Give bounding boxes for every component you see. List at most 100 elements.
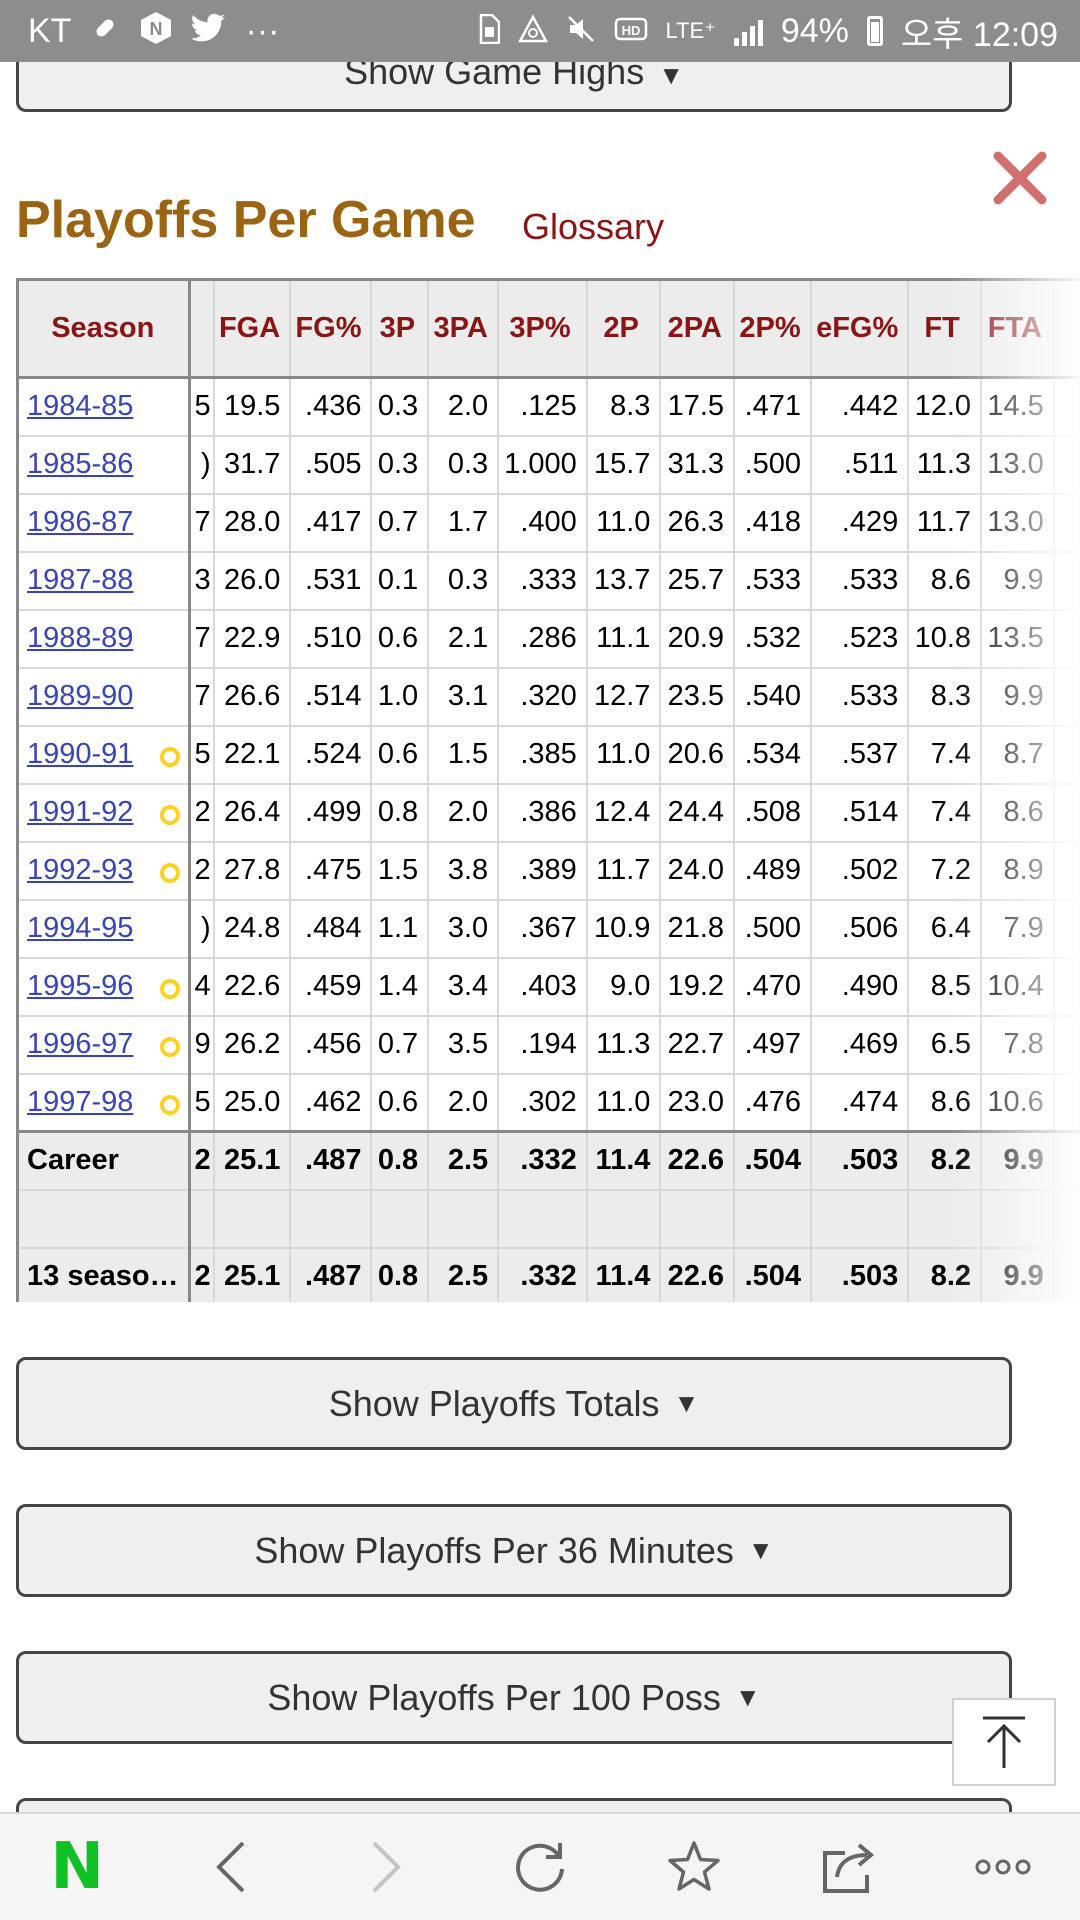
truncated-cell: 4 bbox=[188, 956, 215, 1017]
spacer-row bbox=[16, 1188, 1080, 1249]
season-link[interactable]: 1990-91 bbox=[27, 738, 134, 770]
column-header[interactable]: 3P% bbox=[497, 278, 588, 379]
twitter-icon bbox=[191, 13, 227, 49]
show-playoffs-totals-button[interactable]: Show Playoffs Totals ▼ bbox=[16, 1357, 1012, 1450]
stat-cell: .534 bbox=[733, 724, 813, 785]
dropdown-arrow-icon: ▼ bbox=[673, 1388, 700, 1418]
truncated-cell: 2 bbox=[188, 782, 215, 843]
stat-cell: 10.8 bbox=[907, 608, 983, 669]
table-row: 1991-92 2 26.4.499 0.8 2.0.386 12.4 24.4.508.5… bbox=[16, 782, 1080, 843]
season-cell: 1992-93 bbox=[16, 840, 191, 901]
stat-cell: .537 bbox=[810, 724, 910, 785]
award-icon bbox=[159, 1094, 180, 1115]
column-header[interactable]: 2PA bbox=[659, 278, 736, 379]
column-header[interactable]: FG% bbox=[289, 278, 373, 379]
season-link[interactable]: 1991-92 bbox=[27, 796, 134, 828]
season-link[interactable]: 1988-89 bbox=[27, 622, 134, 654]
stat-cell: .442 bbox=[810, 376, 910, 437]
share-icon[interactable] bbox=[799, 1817, 899, 1917]
column-header[interactable]: eFG% bbox=[810, 278, 910, 379]
stat-cell: .474 bbox=[810, 1072, 910, 1133]
empty-cell bbox=[289, 1188, 373, 1249]
season-link[interactable]: 1985-86 bbox=[27, 448, 134, 480]
back-icon[interactable] bbox=[181, 1817, 281, 1917]
empty-cell bbox=[907, 1188, 983, 1249]
truncated-cell: 7 bbox=[188, 492, 215, 553]
stat-cell: 2.1 bbox=[427, 608, 500, 669]
stat-cell: .332 bbox=[497, 1246, 588, 1302]
stat-cell bbox=[1052, 956, 1080, 1017]
column-header[interactable]: FT bbox=[907, 278, 983, 379]
column-header[interactable]: 3PA bbox=[427, 278, 500, 379]
arrow-up-icon bbox=[983, 1716, 1025, 1768]
stat-cell: .502 bbox=[810, 840, 910, 901]
season-link[interactable]: 1996-97 bbox=[27, 1028, 134, 1060]
column-header[interactable]: FTA bbox=[980, 278, 1055, 379]
stat-cell: .504 bbox=[733, 1246, 813, 1302]
empty-cell bbox=[16, 1188, 191, 1249]
scroll-to-top-button[interactable] bbox=[952, 1698, 1056, 1786]
glossary-link[interactable]: Glossary bbox=[522, 206, 665, 247]
stat-cell: 22.1 bbox=[212, 724, 292, 785]
season-link[interactable]: 1987-88 bbox=[27, 564, 134, 596]
stat-cell: 11.0 bbox=[585, 1072, 662, 1133]
stat-cell: 28.0 bbox=[212, 492, 292, 553]
stat-cell: 0.6 bbox=[370, 1072, 430, 1133]
column-header bbox=[1052, 278, 1080, 379]
column-header[interactable]: 2P% bbox=[733, 278, 813, 379]
column-header[interactable]: Season bbox=[16, 278, 191, 379]
column-header[interactable]: 3P bbox=[370, 278, 430, 379]
bookmark-star-icon[interactable] bbox=[644, 1817, 744, 1917]
refresh-icon[interactable] bbox=[490, 1817, 590, 1917]
stat-cell: 26.2 bbox=[212, 1014, 292, 1075]
season-link[interactable]: 1984-85 bbox=[27, 390, 134, 423]
stat-cell: 8.6 bbox=[907, 550, 983, 611]
stats-table: Season FGA FG% 3P 3PA 3P% 2P 2PA 2P% eFG… bbox=[16, 278, 1080, 1302]
show-playoffs-per36-button[interactable]: Show Playoffs Per 36 Minutes ▼ bbox=[16, 1504, 1012, 1597]
stat-cell: 2.5 bbox=[427, 1130, 500, 1191]
empty-cell bbox=[585, 1188, 662, 1249]
stat-cell: 2.5 bbox=[427, 1246, 500, 1302]
stat-cell: 11.4 bbox=[585, 1130, 662, 1191]
stat-cell: 21.8 bbox=[659, 898, 736, 959]
forward-icon[interactable] bbox=[336, 1817, 436, 1917]
stat-cell: 13.0 bbox=[980, 492, 1055, 553]
stat-cell: .471 bbox=[733, 376, 813, 437]
truncated-cell: 2 bbox=[188, 1130, 215, 1191]
empty-cell bbox=[733, 1188, 813, 1249]
close-icon[interactable] bbox=[990, 148, 1050, 208]
season-link[interactable]: 1992-93 bbox=[27, 854, 134, 886]
stat-cell: .505 bbox=[289, 434, 373, 495]
season-cell: 1985-86 bbox=[16, 434, 191, 495]
stat-cell: 8.7 bbox=[980, 724, 1055, 785]
stat-cell: 0.1 bbox=[370, 550, 430, 611]
stat-cell: 8.9 bbox=[980, 840, 1055, 901]
stat-cell: .320 bbox=[497, 666, 588, 727]
battery-percent: 94% bbox=[780, 11, 849, 50]
show-playoffs-per100-button[interactable]: Show Playoffs Per 100 Poss ▼ bbox=[16, 1651, 1012, 1744]
stat-cell: 12.7 bbox=[585, 666, 662, 727]
stat-cell: 20.9 bbox=[659, 608, 736, 669]
stat-cell: .385 bbox=[497, 724, 588, 785]
season-cell: 1991-92 bbox=[16, 782, 191, 843]
more-icon[interactable] bbox=[953, 1817, 1053, 1917]
stat-cell: 13.5 bbox=[980, 608, 1055, 669]
season-link[interactable]: 1997-98 bbox=[27, 1085, 134, 1118]
truncated-cell: 2 bbox=[188, 840, 215, 901]
stat-cell: .400 bbox=[497, 492, 588, 553]
signal-icon bbox=[733, 16, 763, 46]
show-playoffs-per100-label: Show Playoffs Per 100 Poss bbox=[267, 1676, 721, 1718]
stat-cell bbox=[1052, 434, 1080, 495]
season-link[interactable]: 1986-87 bbox=[27, 506, 134, 538]
playoffs-per-game-table[interactable]: Season FGA FG% 3P 3PA 3P% 2P 2PA 2P% eFG… bbox=[16, 278, 1080, 1302]
season-link[interactable]: 1995-96 bbox=[27, 970, 134, 1002]
season-link[interactable]: 1989-90 bbox=[27, 680, 134, 712]
column-header[interactable]: 2P bbox=[585, 278, 662, 379]
season-link[interactable]: 1994-95 bbox=[27, 912, 134, 944]
stat-cell: .469 bbox=[810, 1014, 910, 1075]
stat-cell: 1.000 bbox=[497, 434, 588, 495]
stat-cell: 22.7 bbox=[659, 1014, 736, 1075]
column-header[interactable]: FGA bbox=[212, 278, 292, 379]
stat-cell: .429 bbox=[810, 492, 910, 553]
naver-home-icon[interactable]: N bbox=[27, 1817, 127, 1917]
